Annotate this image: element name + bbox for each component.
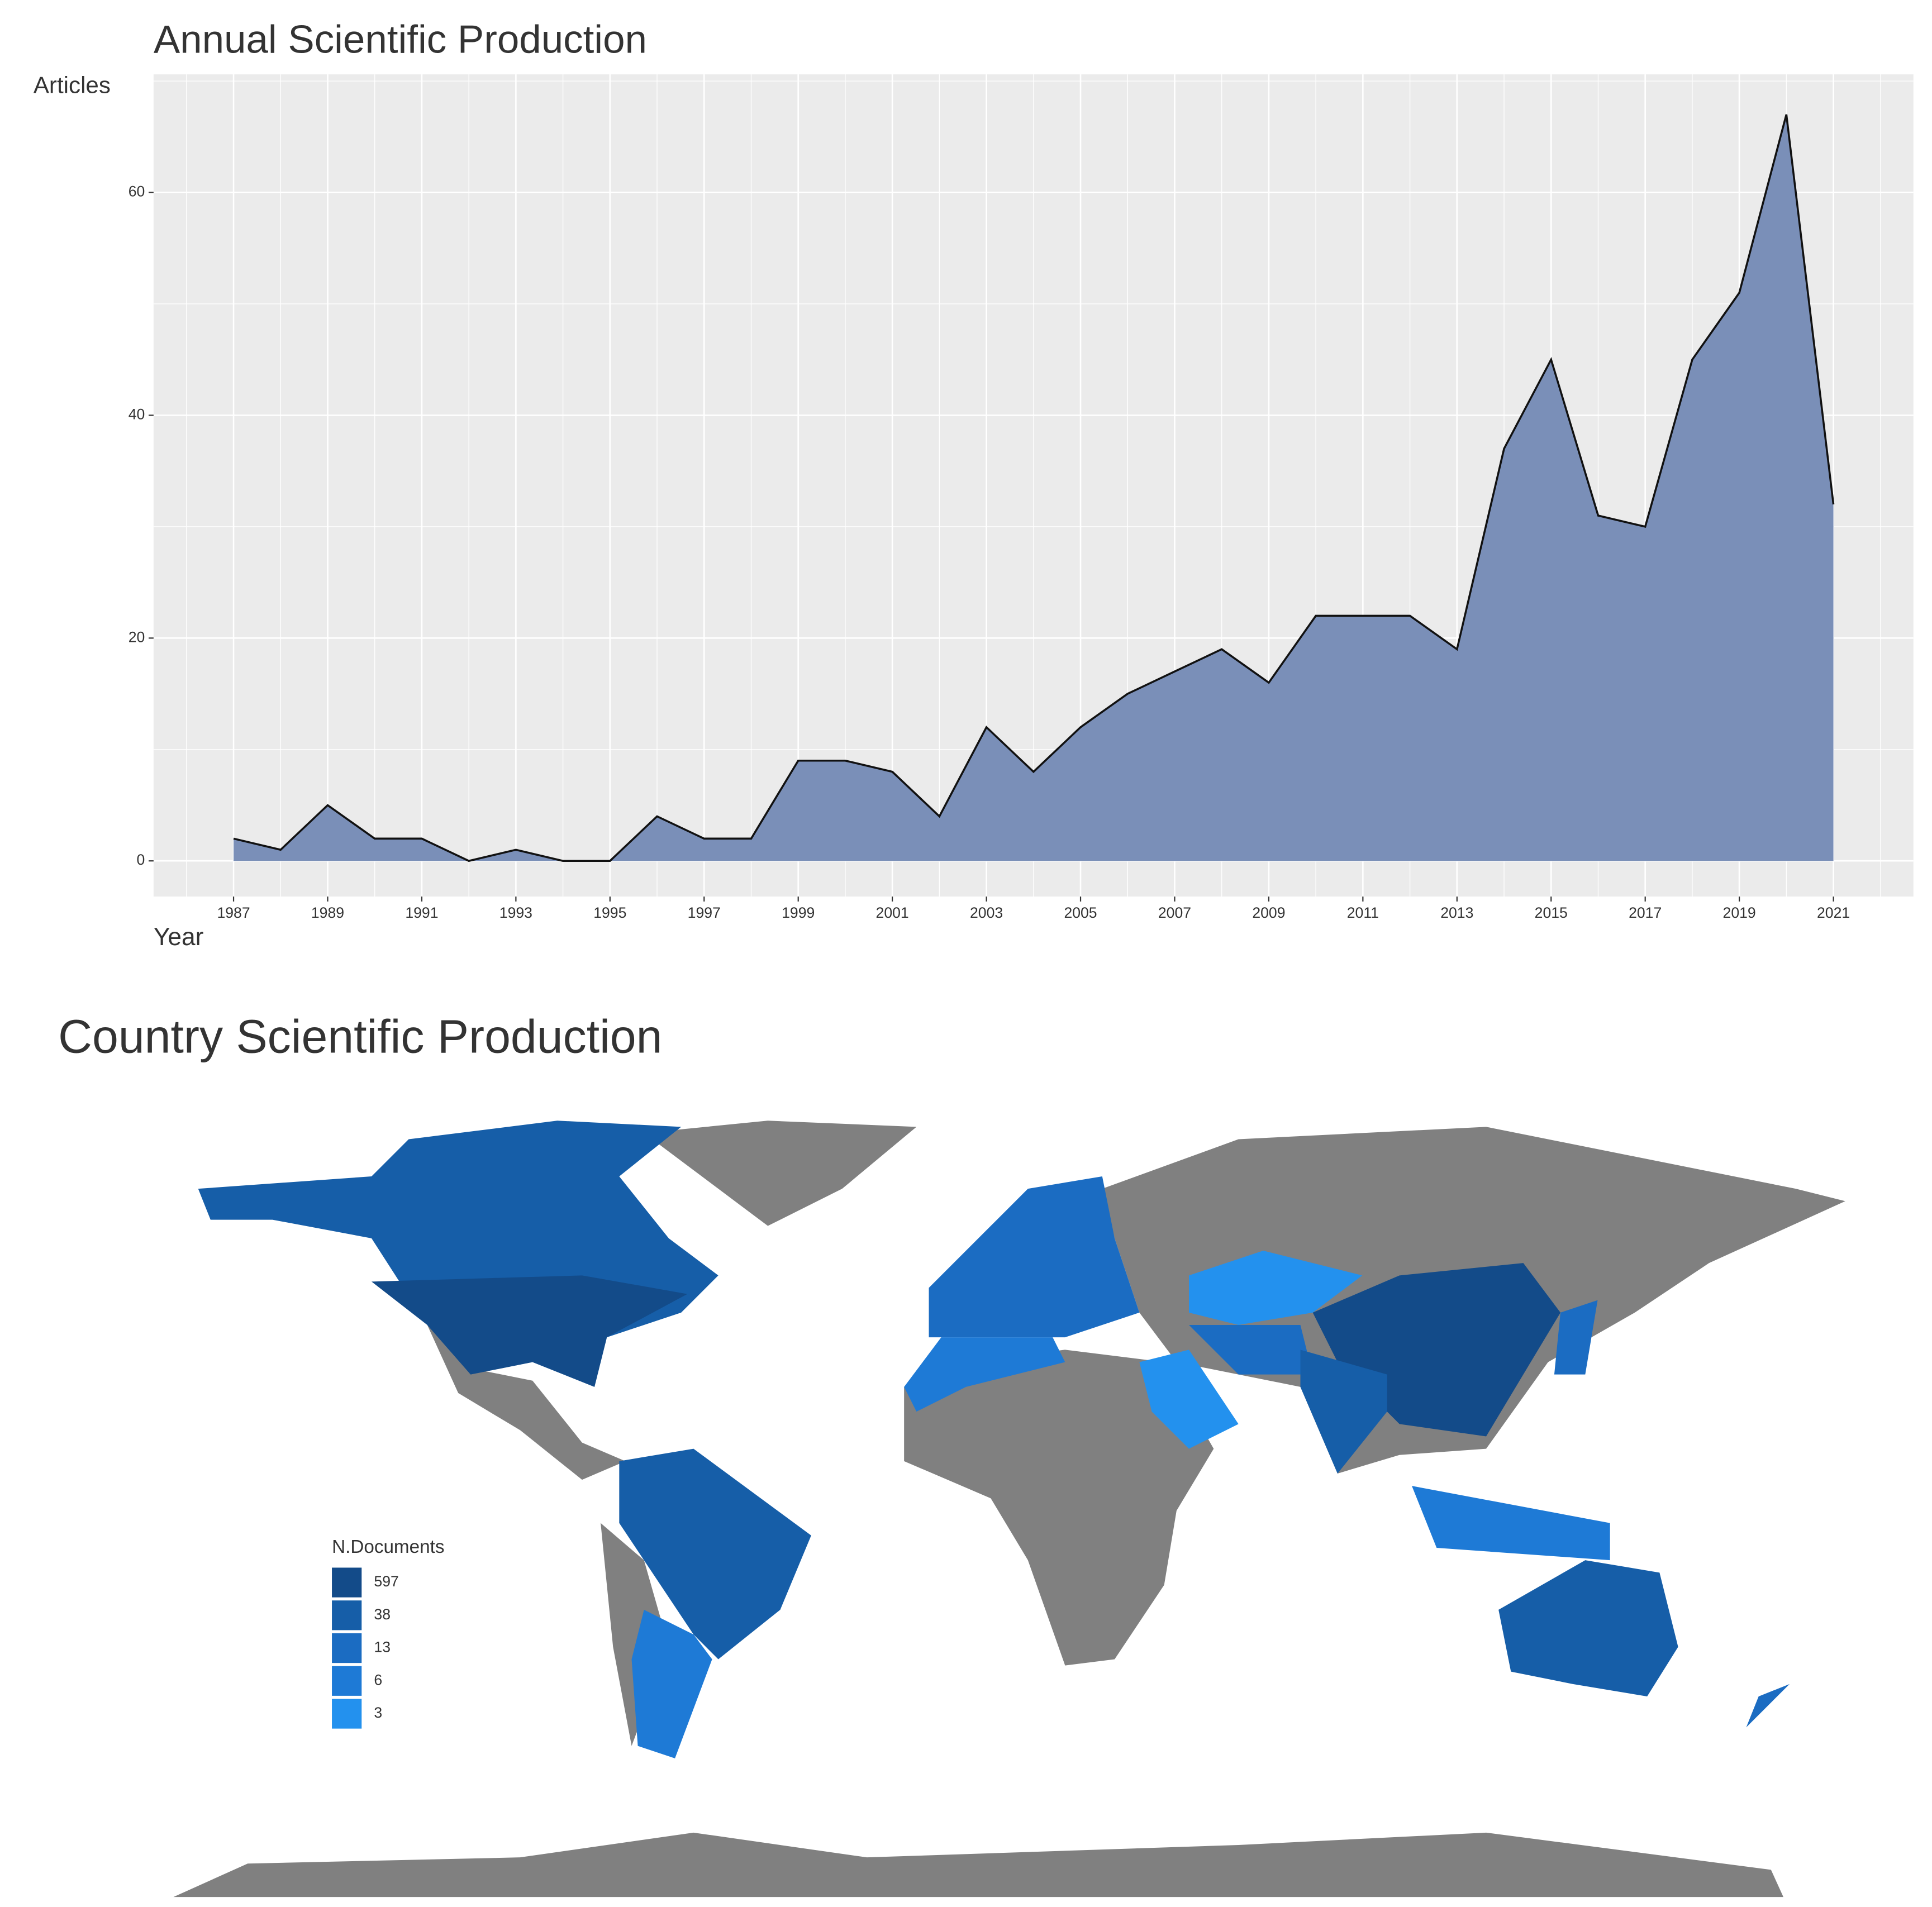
x-tick-label: 1995 <box>593 904 626 921</box>
chart-title: Country Scientific Production <box>58 1010 662 1062</box>
x-tick-label: 2007 <box>1158 904 1191 921</box>
legend-key <box>332 1600 362 1631</box>
y-axis-label: Articles <box>34 71 111 98</box>
y-tick-label: 20 <box>129 628 145 645</box>
x-tick-label: 1991 <box>405 904 438 921</box>
country-region <box>1189 1325 1313 1375</box>
legend-label: 13 <box>374 1639 391 1656</box>
chart-title: Annual Scientific Production <box>154 17 647 61</box>
country-region <box>372 1275 688 1387</box>
y-tick-label: 40 <box>129 406 145 422</box>
x-tick-label: 2003 <box>970 904 1003 921</box>
x-tick-label: 2013 <box>1440 904 1473 921</box>
landmass <box>173 1832 1784 1898</box>
x-tick-label: 2015 <box>1535 904 1568 921</box>
world-map <box>173 1121 1845 1898</box>
country-region <box>1554 1300 1598 1375</box>
country-region <box>1412 1486 1610 1561</box>
x-tick-label: 2001 <box>876 904 909 921</box>
country-region <box>1300 1350 1387 1474</box>
legend-label: 597 <box>374 1573 398 1590</box>
area <box>234 114 1834 861</box>
x-tick-label: 1997 <box>688 904 721 921</box>
x-tick-label: 2009 <box>1252 904 1285 921</box>
landmass <box>427 1325 626 1480</box>
country-region <box>631 1609 712 1758</box>
legend-key <box>332 1699 362 1729</box>
line <box>233 114 1835 862</box>
y-tick-label: 0 <box>137 851 145 868</box>
x-tick-label: 1987 <box>217 904 250 921</box>
legend-label: 38 <box>374 1606 391 1623</box>
legend-key <box>332 1567 362 1598</box>
x-tick-label: 1989 <box>311 904 344 921</box>
legend-key <box>332 1666 362 1696</box>
landmass <box>644 1121 917 1226</box>
country-region <box>619 1448 811 1660</box>
landmass <box>904 1350 1214 1666</box>
x-tick-label: 1999 <box>782 904 815 921</box>
y-tick-label: 60 <box>129 183 145 200</box>
legend-title: N.Documents <box>332 1537 444 1557</box>
x-tick-label: 2019 <box>1723 904 1756 921</box>
x-axis-label: Year <box>154 923 204 951</box>
country-region <box>1498 1560 1678 1696</box>
country-region <box>1189 1251 1363 1325</box>
legend-label: 6 <box>374 1671 382 1688</box>
x-tick-label: 2017 <box>1629 904 1662 921</box>
country-region <box>904 1337 1065 1412</box>
country-region <box>929 1176 1140 1338</box>
x-tick-label: 1993 <box>499 904 532 921</box>
x-tick-label: 2005 <box>1064 904 1097 921</box>
country-region <box>1746 1684 1790 1728</box>
legend-label: 3 <box>374 1704 382 1721</box>
legend-key <box>332 1633 362 1663</box>
x-tick-label: 2021 <box>1817 904 1850 921</box>
x-tick-label: 2011 <box>1347 904 1379 921</box>
